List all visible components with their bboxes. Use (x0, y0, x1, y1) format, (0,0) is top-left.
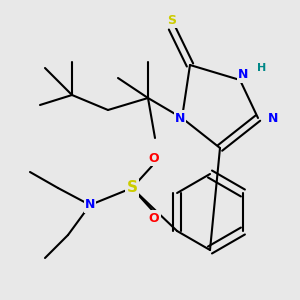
Text: N: N (268, 112, 278, 124)
Text: N: N (238, 68, 248, 82)
Text: H: H (257, 63, 267, 73)
Text: O: O (149, 212, 159, 224)
Text: O: O (149, 152, 159, 164)
Text: N: N (175, 112, 185, 124)
Text: S: S (167, 14, 176, 26)
Text: S: S (127, 181, 137, 196)
Text: N: N (85, 199, 95, 212)
